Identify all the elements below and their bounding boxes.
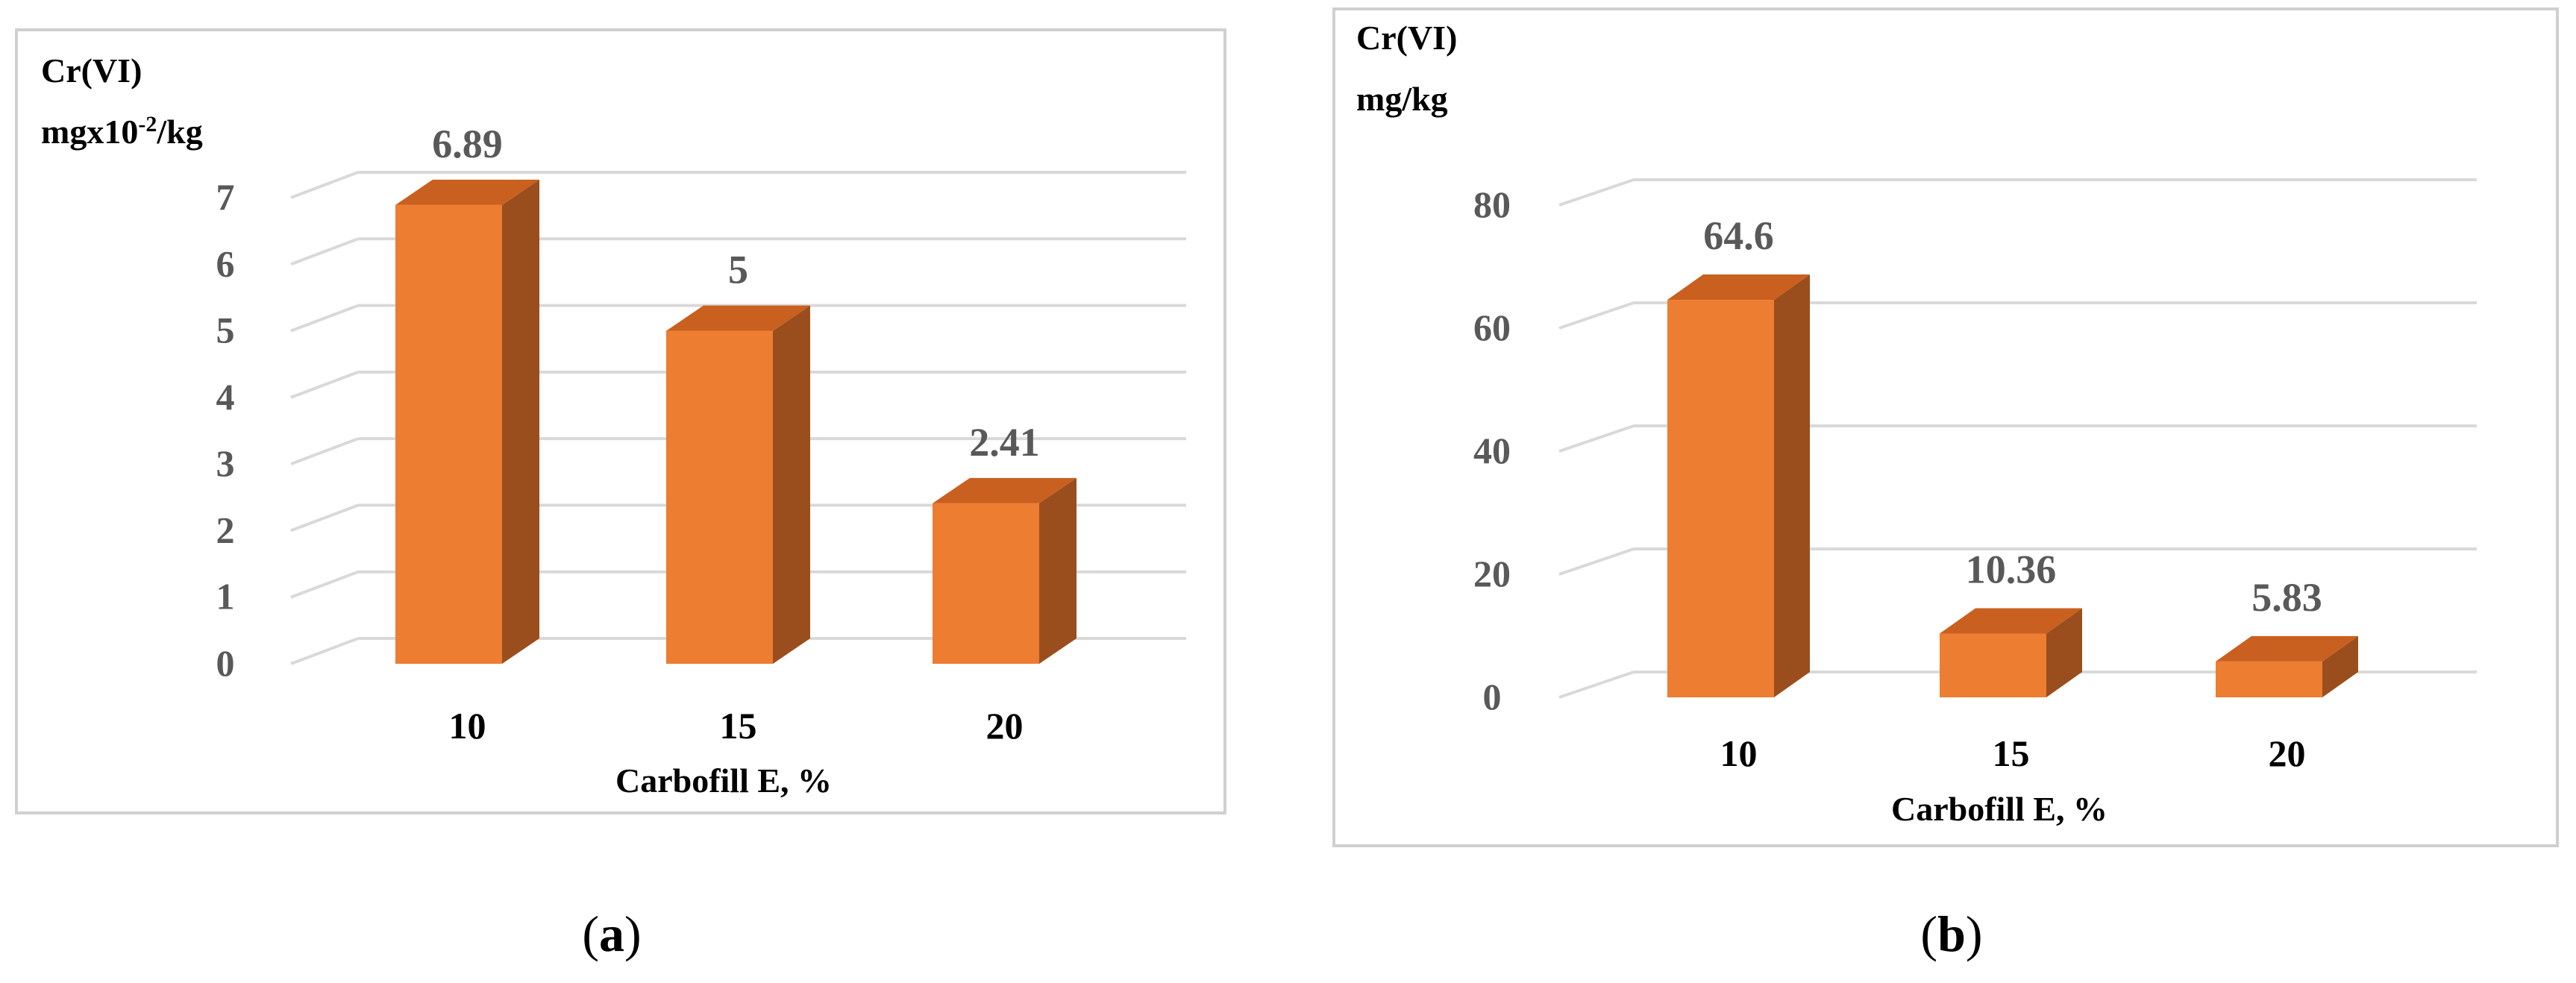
bar-side-face <box>502 179 539 665</box>
bar-10 <box>395 179 539 665</box>
y-tick-label: 4 <box>216 376 235 418</box>
chart-a-ylabel-line1: Cr(VI) <box>41 51 142 89</box>
y-tick-label: 60 <box>1473 307 1511 348</box>
gridline-wall <box>1558 670 1635 699</box>
gridline-wall <box>290 637 359 665</box>
bar-front-face <box>1667 300 1774 697</box>
gridline-wall <box>290 304 359 333</box>
bar-top-face <box>2216 635 2358 662</box>
gridline-wall <box>290 171 359 199</box>
bar-front-face <box>1940 633 2046 697</box>
gridline-wall <box>290 437 359 466</box>
bar-front-face <box>395 204 502 665</box>
gridline-wall <box>1558 424 1635 453</box>
y-tick-label: 1 <box>216 576 235 618</box>
chart-b-xlabel: Carbofill E, % <box>1891 790 2108 828</box>
bar-20 <box>933 477 1077 664</box>
x-tick-label: 10 <box>1720 732 1758 774</box>
y-tick-label: 2 <box>216 509 235 550</box>
bar-top-face <box>666 305 810 331</box>
bar-top-face <box>395 179 539 205</box>
y-tick-label: 20 <box>1473 553 1511 594</box>
bar-10 <box>1667 274 1810 697</box>
gridline-wall <box>290 503 359 533</box>
data-label: 2.41 <box>969 420 1040 465</box>
chart-a-ylabel-line2: mgx10-2/kg <box>41 112 203 151</box>
data-label: 10.36 <box>1966 547 2057 592</box>
y-tick-label: 3 <box>216 442 235 484</box>
chart-a-xlabel: Carbofill E, % <box>615 761 832 800</box>
y-tick-label: 0 <box>1483 676 1502 717</box>
gridline-wall <box>1558 301 1635 330</box>
bar-top-face <box>933 477 1077 503</box>
x-tick-label: 15 <box>720 705 757 747</box>
chart-panel-a: 0 1 2 3 4 5 6 7 6.89 10 5 15 2.41 20 Cr(VI) mgx10-2/… <box>15 28 1226 814</box>
chart-b-bars: 64.6 10 10.36 15 5.83 20 <box>1667 213 2358 774</box>
bar-side-face <box>1774 274 1810 697</box>
caption-b: (b) <box>1920 905 1982 962</box>
bar-20 <box>2216 635 2358 697</box>
chart-b-ylabel-line1: Cr(VI) <box>1356 19 1457 57</box>
gridline-wall <box>290 370 359 399</box>
bar-front-face <box>666 330 773 664</box>
gridline-wall <box>290 237 359 266</box>
data-label: 6.89 <box>432 122 503 166</box>
bar-side-face <box>1039 477 1077 664</box>
caption-a: (a) <box>582 905 641 962</box>
data-label: 64.6 <box>1703 213 1774 258</box>
chart-a-bars: 6.89 10 5 15 2.41 20 <box>395 122 1077 747</box>
bar-15 <box>1940 608 2082 697</box>
bar-top-face <box>1667 274 1810 301</box>
y-tick-label: 0 <box>216 642 235 684</box>
y-tick-label: 80 <box>1473 183 1511 225</box>
gridline-wall <box>1558 547 1635 576</box>
chart-b-ylabel-line2: mg/kg <box>1356 80 1448 118</box>
x-tick-label: 20 <box>2269 732 2306 774</box>
data-label: 5.83 <box>2251 575 2322 620</box>
y-tick-label: 40 <box>1473 430 1511 471</box>
bar-side-face <box>2046 608 2082 697</box>
gridline-wall <box>1558 178 1635 207</box>
bar-front-face <box>933 503 1039 664</box>
y-tick-label: 7 <box>216 176 235 218</box>
x-tick-label: 20 <box>986 705 1024 747</box>
bar-15 <box>666 305 810 664</box>
chart-panel-b: 0 20 40 60 80 64.6 10 10.36 15 5.83 20 Cr(VI) mg/… <box>1332 7 2559 847</box>
x-tick-label: 15 <box>1993 732 2030 774</box>
gridline-wall <box>290 570 359 599</box>
x-tick-label: 10 <box>449 705 486 747</box>
chart-a-frame <box>15 28 1226 814</box>
bar-front-face <box>2216 661 2322 697</box>
bar-top-face <box>1940 608 2082 634</box>
y-tick-label: 5 <box>216 310 235 351</box>
bar-side-face <box>2322 635 2358 697</box>
data-label: 5 <box>728 248 748 292</box>
bar-side-face <box>773 305 810 664</box>
y-tick-label: 6 <box>216 242 235 284</box>
